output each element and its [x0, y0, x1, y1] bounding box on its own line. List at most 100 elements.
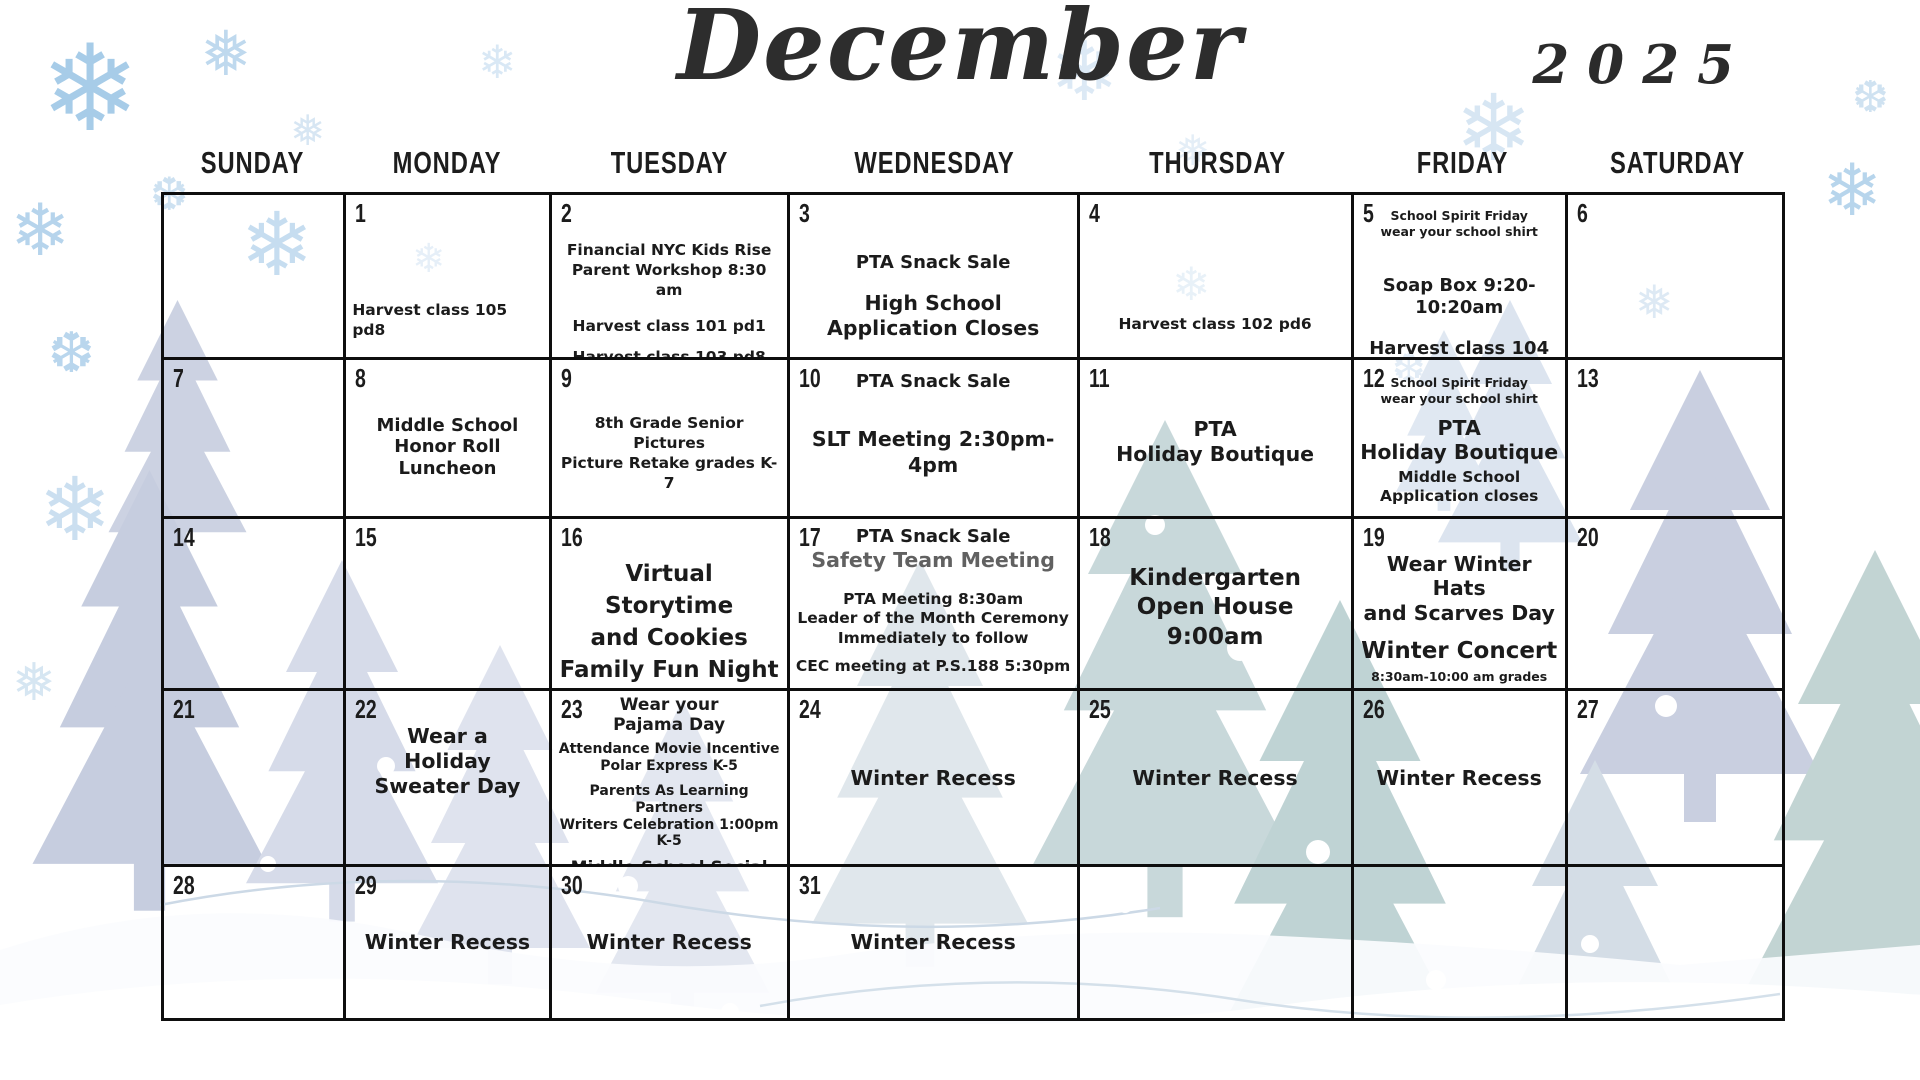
day-number: 21 — [173, 695, 195, 725]
day-cell-27: 27 — [1567, 691, 1782, 868]
day-number: 27 — [1576, 695, 1599, 725]
day-number: 2 — [560, 199, 572, 229]
day-cell-17: 17 PTA Snack Sale Safety Team Meeting PTA M… — [789, 518, 1080, 692]
day-number: 4 — [1088, 199, 1100, 229]
event-text: Winter Recess — [850, 766, 1016, 791]
weekday-header-sunday: SUNDAY — [200, 146, 305, 180]
day-number: 31 — [798, 871, 821, 901]
event-text: 8:30am-10:00 am grades k,2,4,6 12:00pm-1… — [1371, 669, 1548, 688]
event-text: Winter Recess — [1132, 766, 1298, 791]
day-cell-8: 8 Middle School Honor Roll Luncheon — [346, 359, 552, 519]
event-text: School Spirit Friday wear your school sh… — [1380, 208, 1538, 240]
day-cell-6: 6 — [1567, 195, 1782, 360]
day-cell-20: 20 — [1567, 519, 1782, 692]
day-number: 23 — [560, 695, 583, 725]
calendar-header: December — [0, 0, 1920, 99]
day-number: 25 — [1088, 695, 1111, 725]
snowflake-icon: ❆ — [48, 321, 95, 386]
event-text: 8th Grade Senior Pictures Picture Retake… — [560, 413, 778, 493]
event-text: SLT Meeting 2:30pm-4pm — [811, 427, 1055, 477]
day-cell-14: 14 — [164, 518, 347, 692]
event-text: Kindergarten Open House 9:00am — [1129, 564, 1301, 650]
weekday-header-tuesday: TUESDAY — [610, 146, 729, 180]
day-number: 29 — [355, 871, 378, 901]
day-cell-3: 3 PTA Snack Sale High School Application C… — [789, 195, 1080, 360]
day-cell-24: 24 Winter Recess — [789, 691, 1080, 868]
event-text: Harvest class 105 pd8 — [352, 300, 508, 339]
weekday-header-friday: FRIDAY — [1416, 146, 1509, 180]
day-cell-29: 29 Winter Recess — [346, 867, 552, 1018]
event-text: Harvest class 101 pd1 — [572, 317, 766, 336]
weekday-header-wednesday: WEDNESDAY — [854, 146, 1015, 180]
event-text: PTA Snack Sale — [855, 525, 1011, 547]
day-cell-28: 28 — [164, 867, 347, 1018]
day-cell-7: 7 — [164, 359, 347, 519]
event-text: CEC meeting at P.S.188 5:30pm — [795, 656, 1071, 675]
event-text: PTA Snack Sale — [855, 252, 1011, 273]
day-number: 3 — [798, 199, 810, 229]
weekday-row: SUNDAY MONDAY TUESDAY WEDNESDAY THURSDAY FRID… — [161, 146, 1785, 182]
day-cell-13: 13 — [1567, 360, 1782, 519]
snowflake-icon: ❄ — [38, 458, 112, 561]
event-text: Attendance Movie Incentive Polar Express… — [558, 741, 780, 775]
day-cell-21: 21 — [164, 691, 347, 868]
day-number: 6 — [1576, 199, 1588, 229]
event-text: PTA Snack Sale — [855, 370, 1011, 392]
day-number: 22 — [355, 695, 378, 725]
weekday-header-thursday: THURSDAY — [1149, 146, 1286, 180]
day-cell-22: 22 Wear a Holiday Sweater Day — [346, 691, 552, 868]
day-cell-9: 9 8th Grade Senior Pictures Picture Retak… — [551, 359, 790, 519]
event-text: Parents As Learning Partners Writers Cel… — [559, 783, 779, 850]
snowflake-icon: ❄ — [10, 188, 70, 272]
day-cell-31: 31 Winter Recess — [790, 867, 1080, 1018]
snowflake-icon: ❄ — [1822, 148, 1882, 232]
day-number: 30 — [560, 871, 583, 901]
day-number: 18 — [1088, 522, 1111, 553]
day-number: 15 — [355, 522, 378, 553]
event-text: Wear a Holiday Sweater Day — [374, 724, 521, 798]
event-text: Wear Winter Hats and Scarves Day — [1363, 551, 1555, 625]
event-text: PTA Holiday Boutique — [1360, 416, 1559, 464]
day-number: 20 — [1576, 522, 1599, 553]
event-text: Winter Recess — [850, 930, 1016, 955]
event-text: Winter Recess — [586, 930, 752, 955]
event-text: Harvest class 103 pd8 — [572, 347, 766, 360]
day-number: 13 — [1576, 363, 1599, 394]
weekday-header-monday: MONDAY — [392, 146, 502, 180]
event-text: Safety Team Meeting — [811, 548, 1055, 573]
day-number: 17 — [798, 522, 821, 553]
day-cell-30: 30 Winter Recess — [552, 867, 790, 1018]
day-cell-10: 10 PTA Snack Sale SLT Meeting 2:30pm-4pm — [789, 359, 1080, 519]
day-cell-empty — [164, 195, 347, 360]
day-number: 10 — [798, 363, 821, 394]
day-cell-15: 15 — [346, 518, 552, 692]
day-number: 5 — [1362, 199, 1374, 229]
event-text: PTA Meeting 8:30am Leader of the Month C… — [797, 589, 1069, 647]
day-number: 1 — [355, 199, 367, 229]
day-number: 24 — [798, 695, 821, 725]
event-text: High School Application Closes — [826, 290, 1040, 341]
day-cell-16: 16 Virtual Storytime and Cookies Family F… — [551, 518, 790, 692]
month-title: December — [677, 0, 1243, 102]
day-number: 9 — [560, 363, 572, 394]
event-text: Harvest class 104 pd8 — [1369, 337, 1550, 359]
day-cell-5: 5 School Spirit Friday wear your school s… — [1353, 195, 1568, 360]
event-text: Middle School Social — [558, 858, 781, 864]
day-cell-1: 1 Harvest class 105 pd8 — [346, 195, 552, 360]
day-number: 12 — [1362, 363, 1385, 394]
day-cell-19: 19 Wear Winter Hats and Scarves Day Winter… — [1353, 518, 1568, 692]
event-text: Financial NYC Kids Rise Parent Workshop … — [566, 241, 772, 300]
day-cell-empty — [1080, 867, 1354, 1018]
event-text: Harvest class 102 pd6 — [1118, 314, 1312, 333]
event-text: Virtual Storytime and Cookies Family Fun… — [559, 560, 779, 684]
day-number: 26 — [1362, 695, 1385, 725]
day-cell-4: 4 Harvest class 102 pd6 — [1079, 195, 1354, 360]
day-cell-26: 26 Winter Recess — [1353, 691, 1568, 868]
event-text: Middle School Honor Roll Luncheon — [376, 414, 519, 479]
day-cell-25: 25 Winter Recess — [1079, 691, 1354, 868]
day-number: 7 — [173, 363, 184, 394]
day-cell-18: 18 Kindergarten Open House 9:00am — [1079, 518, 1354, 692]
event-text: Wear your Pajama Day — [613, 695, 726, 735]
weekday-header-saturday: SATURDAY — [1609, 146, 1746, 180]
event-text: Middle School Application closes — [1379, 468, 1539, 506]
